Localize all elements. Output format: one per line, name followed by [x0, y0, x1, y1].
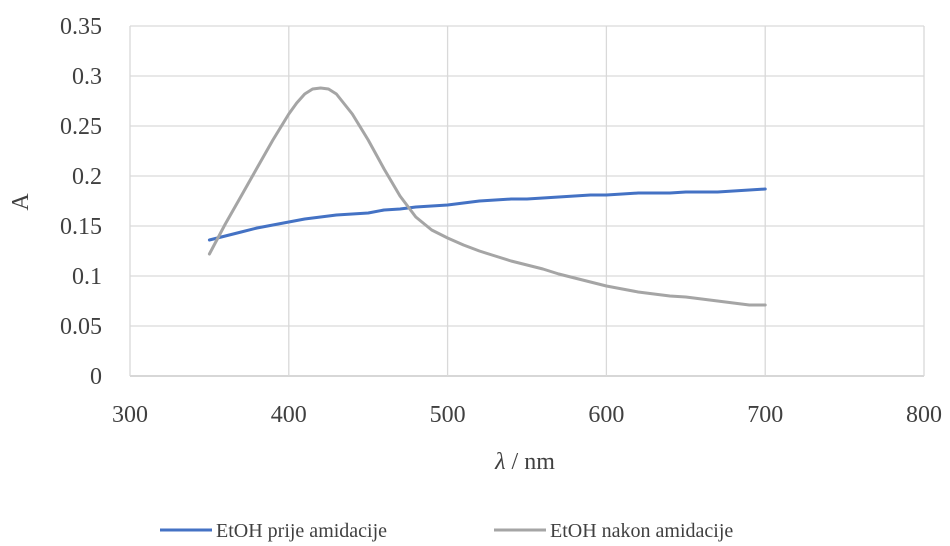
x-tick-label: 400 [271, 402, 307, 428]
y-tick-label: 0.2 [72, 164, 102, 190]
gridlines [129, 25, 925, 377]
x-axis-title: λ / nm [494, 449, 555, 475]
series-lines [207, 86, 767, 307]
x-axis-unit: / nm [506, 449, 556, 475]
y-tick-label: 0.15 [60, 214, 102, 240]
y-tick-label: 0.3 [72, 64, 102, 90]
y-tick-label: 0.35 [60, 14, 102, 40]
legend-label-series-0: EtOH prije amidacije [216, 520, 387, 542]
x-tick-label: 300 [112, 402, 148, 428]
series-line-1 [207, 86, 767, 307]
legend: EtOH prije amidacije EtOH nakon amidacij… [160, 520, 733, 542]
y-axis-title: A [8, 193, 34, 211]
y-tick-label: 0.1 [72, 264, 102, 290]
x-tick-label: 700 [747, 402, 783, 428]
legend-label-series-1: EtOH nakon amidacije [550, 520, 733, 542]
series-line-0 [207, 187, 767, 242]
x-tick-label: 800 [906, 402, 942, 428]
y-tick-label: 0 [90, 364, 102, 390]
x-tick-label: 500 [430, 402, 466, 428]
y-tick-label: 0.05 [60, 314, 102, 340]
x-tick-label: 600 [588, 402, 624, 428]
y-tick-labels: 0 0.05 0.1 0.15 0.2 0.25 0.3 0.35 [60, 14, 102, 390]
x-axis-symbol: λ [494, 449, 505, 475]
y-tick-label: 0.25 [60, 114, 102, 140]
x-tick-labels: 300 400 500 600 700 800 [112, 402, 942, 428]
